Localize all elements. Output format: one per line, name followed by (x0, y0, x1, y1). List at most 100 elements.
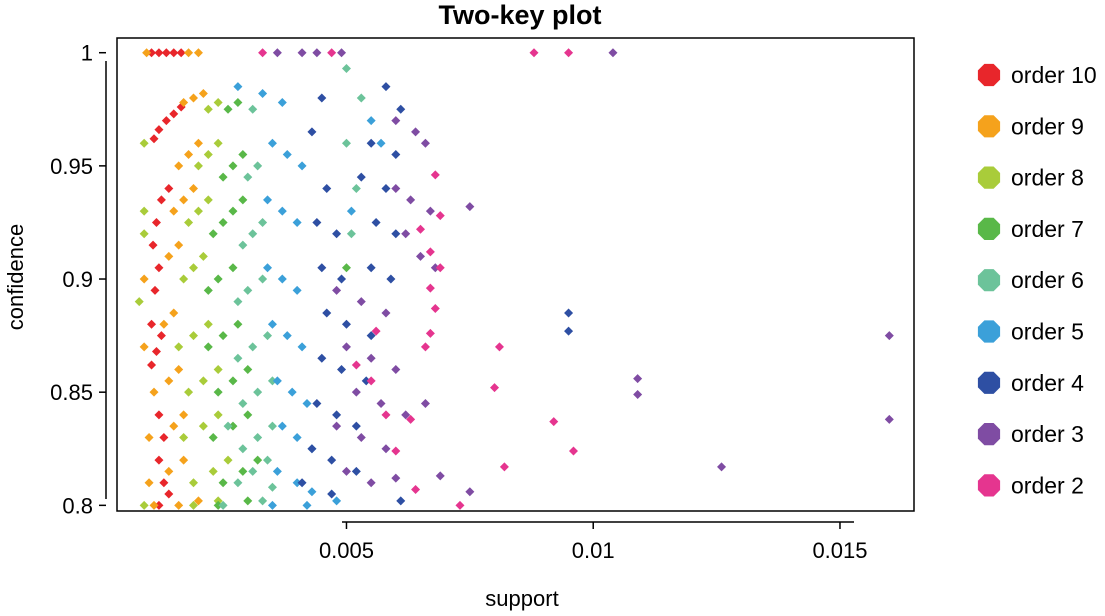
legend-label-order-7: order 7 (1011, 216, 1084, 242)
data-point-order-5 (302, 399, 312, 408)
data-point-order-2 (499, 462, 509, 472)
data-point-order-9 (193, 138, 203, 148)
data-point-order-9 (179, 195, 189, 205)
data-point-order-4 (332, 229, 342, 239)
data-point-order-6 (341, 138, 351, 148)
data-point-order-10 (154, 410, 164, 420)
data-point-order-7 (228, 161, 238, 171)
data-point-order-9 (164, 466, 174, 476)
data-point-order-3 (356, 432, 366, 442)
data-point-order-4 (337, 274, 347, 284)
data-point-order-8 (184, 387, 194, 397)
y-tick-label: 0.9 (62, 267, 93, 292)
data-point-order-10 (159, 432, 169, 442)
data-point-order-8 (223, 455, 233, 465)
data-point-order-5 (233, 82, 243, 92)
data-point-order-5 (292, 432, 302, 442)
data-point-order-10 (154, 263, 164, 273)
data-point-order-10 (148, 240, 158, 250)
data-point-order-8 (139, 206, 149, 216)
data-point-order-9 (174, 500, 184, 510)
data-point-order-4 (351, 421, 361, 431)
legend-marker-order-10 (977, 63, 1001, 87)
data-point-order-7 (223, 104, 233, 114)
data-point-order-5 (267, 500, 277, 510)
legend-label-order-3: order 3 (1011, 421, 1084, 447)
data-point-order-7 (218, 217, 228, 227)
legend-marker-order-8 (977, 166, 1001, 189)
data-point-order-7 (233, 319, 243, 329)
data-point-order-6 (238, 444, 248, 454)
data-point-order-5 (282, 331, 292, 341)
data-point-order-8 (188, 263, 198, 273)
data-point-order-7 (203, 342, 213, 352)
data-point-order-2 (564, 48, 574, 58)
data-point-order-2 (258, 48, 268, 58)
data-point-order-6 (267, 376, 277, 386)
data-point-order-3 (297, 48, 307, 58)
data-point-order-2 (391, 446, 401, 456)
data-point-order-3 (332, 285, 342, 295)
data-point-order-8 (188, 500, 198, 510)
data-point-order-3 (406, 195, 416, 205)
data-point-order-2 (366, 376, 376, 386)
data-point-order-10 (147, 48, 157, 58)
data-point-order-3 (391, 365, 401, 375)
data-point-order-6 (346, 229, 356, 239)
data-point-order-2 (430, 303, 440, 313)
legend-label-order-4: order 4 (1011, 370, 1084, 396)
data-point-order-7 (208, 229, 218, 239)
data-point-order-4 (381, 184, 391, 193)
data-point-order-4 (396, 104, 406, 114)
data-point-order-7 (228, 206, 238, 216)
data-point-order-4 (307, 444, 317, 454)
data-point-order-4 (341, 319, 351, 329)
legend: order 10 order 9 order 8 order 7 order 6 orde… (977, 62, 1097, 498)
data-point-order-8 (134, 297, 144, 307)
data-point-order-5 (292, 478, 302, 488)
data-point-order-8 (198, 421, 208, 431)
data-point-order-2 (494, 342, 504, 352)
data-point-order-5 (297, 161, 307, 171)
data-point-order-8 (213, 496, 223, 506)
data-point-order-9 (193, 496, 203, 506)
x-tick-label: 0.01 (572, 538, 615, 563)
data-point-order-8 (213, 410, 223, 420)
data-point-order-6 (258, 274, 268, 284)
data-point-order-7 (213, 387, 223, 397)
data-point-order-4 (386, 274, 396, 284)
data-point-order-2 (435, 263, 445, 273)
data-point-order-5 (272, 466, 282, 476)
data-point-order-6 (356, 93, 366, 103)
data-point-order-6 (233, 297, 243, 307)
legend-marker-order-2 (977, 474, 1001, 497)
legend-label-order-6: order 6 (1011, 267, 1084, 293)
data-point-order-10 (151, 217, 161, 227)
data-point-order-9 (139, 342, 149, 352)
data-point-order-4 (351, 466, 361, 476)
data-point-order-6 (248, 342, 258, 352)
data-point-order-7 (228, 263, 238, 273)
data-point-order-7 (238, 150, 248, 160)
data-point-order-3 (356, 297, 366, 307)
data-point-order-2 (327, 48, 337, 58)
data-point-order-4 (307, 127, 317, 137)
data-point-order-10 (169, 48, 179, 58)
data-point-order-7 (228, 421, 238, 431)
data-point-order-3 (884, 331, 894, 341)
data-point-order-2 (416, 224, 426, 234)
data-point-order-3 (633, 389, 643, 399)
data-point-order-7 (203, 285, 213, 295)
data-point-order-9 (142, 48, 152, 58)
data-point-order-9 (179, 410, 189, 420)
data-point-order-10 (147, 319, 157, 329)
data-point-order-8 (188, 478, 198, 488)
data-point-order-10 (149, 134, 159, 144)
data-point-order-2 (425, 328, 435, 338)
data-point-order-7 (218, 478, 228, 488)
data-point-order-3 (341, 342, 351, 352)
data-point-order-7 (238, 195, 248, 205)
data-point-order-5 (302, 500, 312, 510)
data-point-order-4 (366, 331, 376, 341)
